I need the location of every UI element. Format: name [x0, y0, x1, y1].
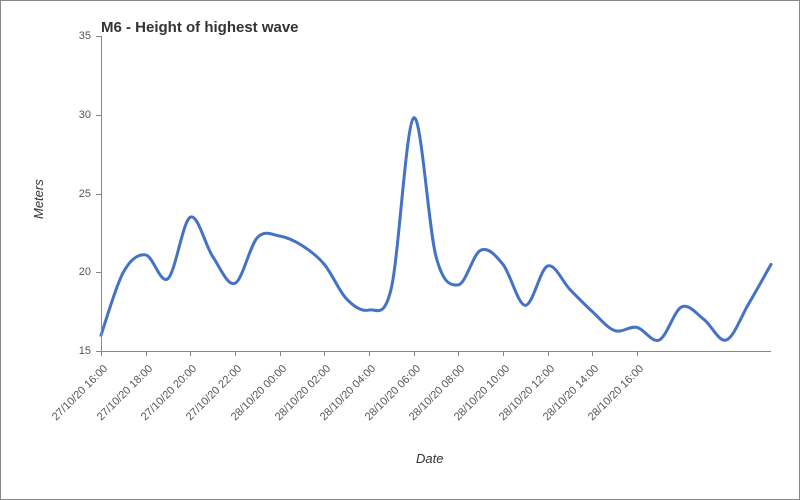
y-tick-label: 25: [61, 188, 91, 200]
x-tick-mark: [458, 351, 459, 356]
y-axis-label: Meters: [31, 179, 46, 219]
x-tick-mark: [190, 351, 191, 356]
x-axis-line: [101, 351, 771, 352]
x-tick-mark: [324, 351, 325, 356]
x-tick-mark: [280, 351, 281, 356]
chart-frame: M6 - Height of highest wave Meters Date …: [0, 0, 800, 500]
x-tick-mark: [637, 351, 638, 356]
plot-area: [101, 36, 771, 351]
y-axis-line: [101, 36, 102, 351]
y-tick-label: 15: [61, 345, 91, 357]
y-tick-mark: [96, 194, 101, 195]
x-tick-mark: [235, 351, 236, 356]
x-tick-mark: [548, 351, 549, 356]
x-tick-mark: [369, 351, 370, 356]
y-tick-mark: [96, 115, 101, 116]
x-tick-mark: [592, 351, 593, 356]
y-tick-mark: [96, 272, 101, 273]
y-tick-label: 35: [61, 30, 91, 42]
x-tick-mark: [101, 351, 102, 356]
x-tick-mark: [414, 351, 415, 356]
chart-title: M6 - Height of highest wave: [101, 19, 299, 36]
wave-line-svg: [101, 36, 771, 351]
x-axis-label: Date: [416, 451, 443, 466]
x-tick-mark: [146, 351, 147, 356]
wave-height-line: [101, 118, 771, 341]
x-tick-mark: [503, 351, 504, 356]
y-tick-mark: [96, 36, 101, 37]
y-tick-label: 20: [61, 266, 91, 278]
y-tick-label: 30: [61, 109, 91, 121]
